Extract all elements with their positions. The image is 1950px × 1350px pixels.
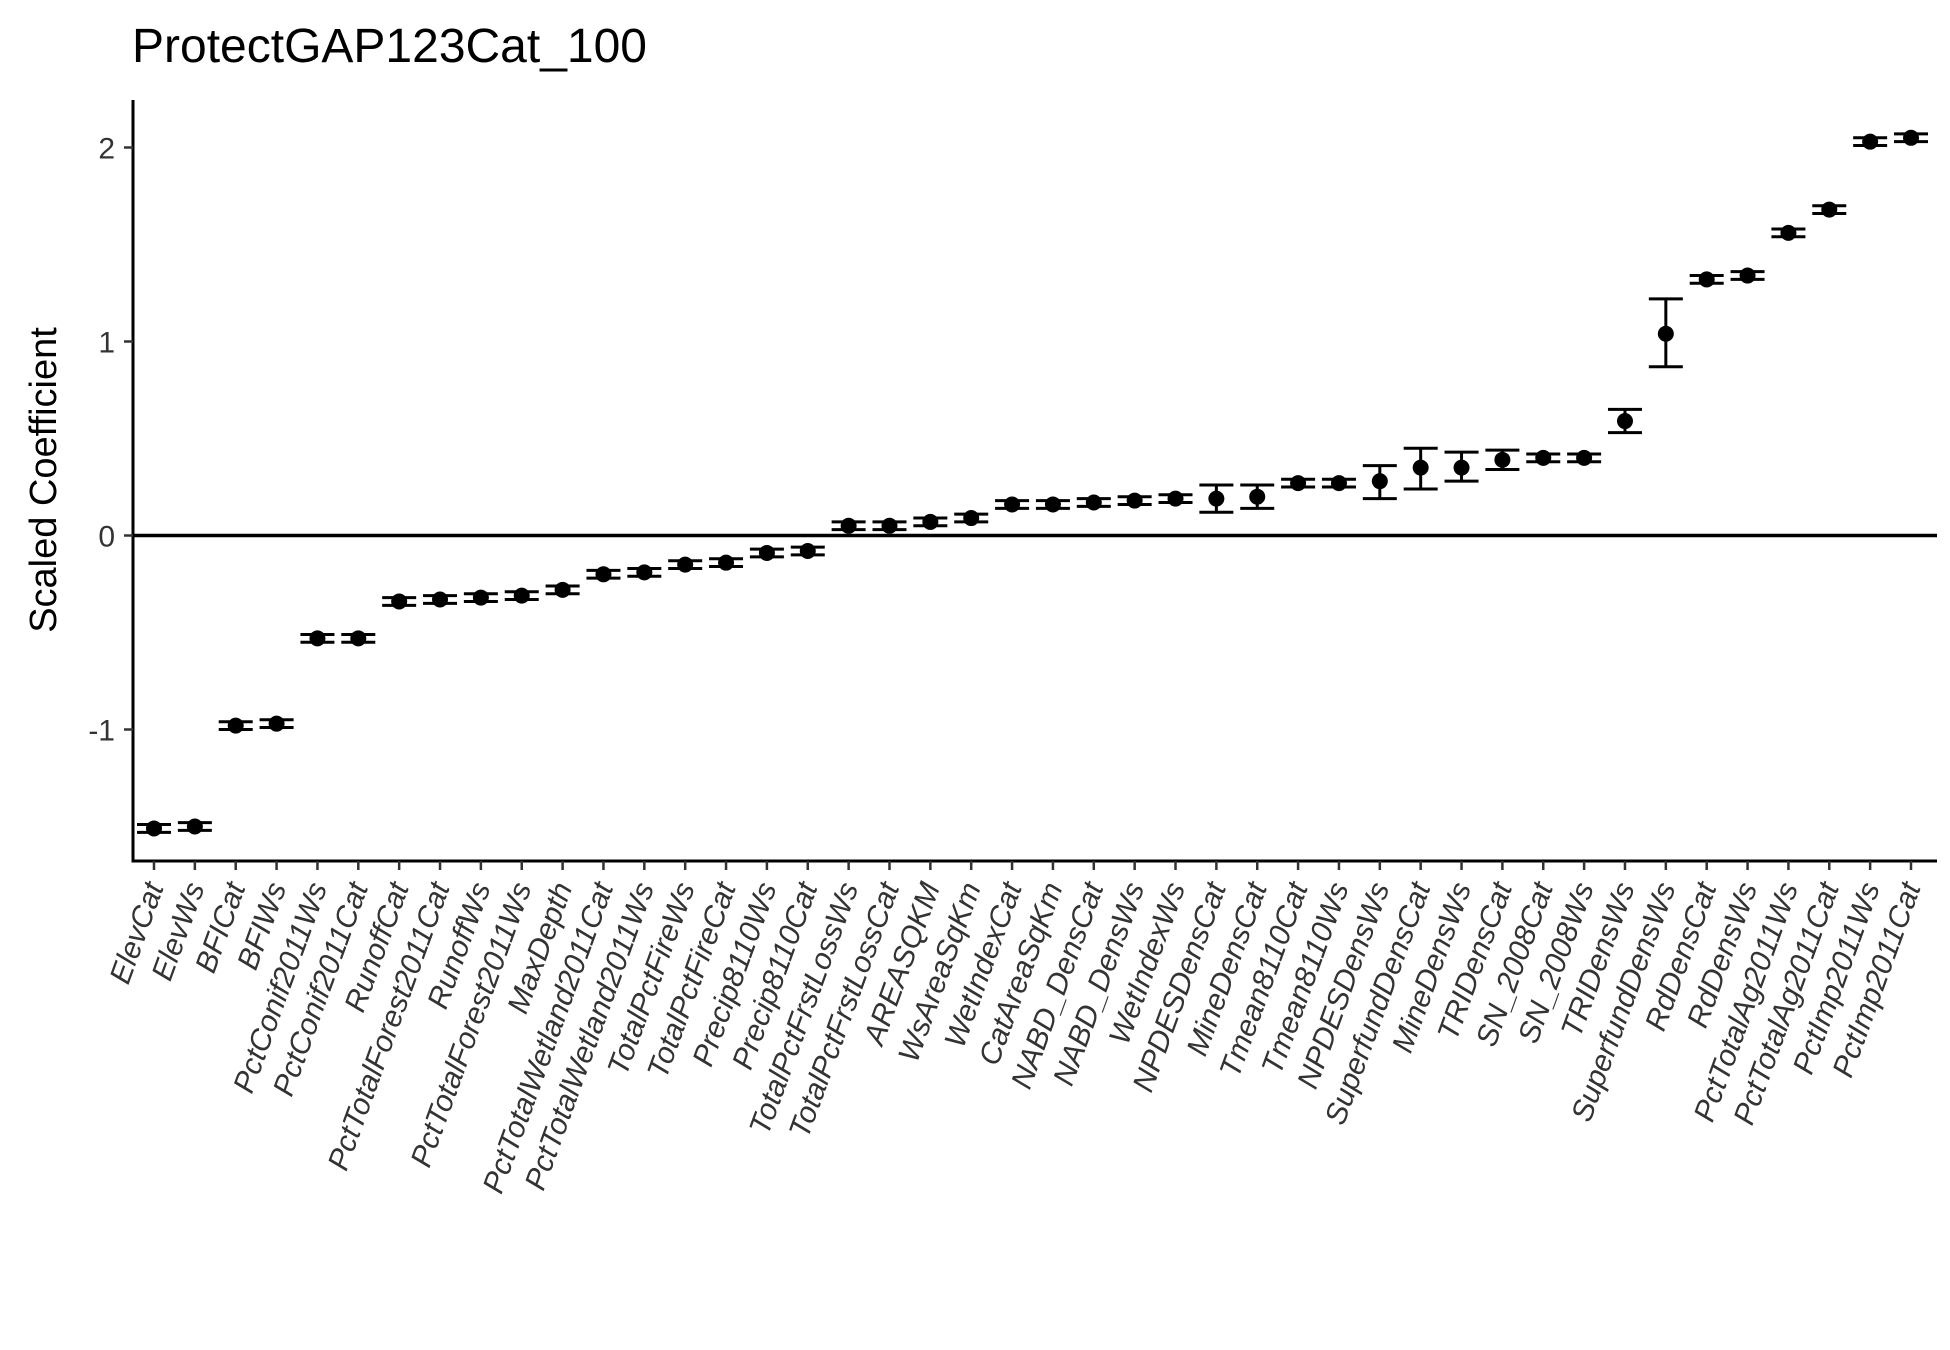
data-point xyxy=(1330,475,1347,492)
data-point xyxy=(1576,449,1593,466)
data-point xyxy=(1821,201,1838,218)
data-point xyxy=(881,517,898,534)
data-point xyxy=(1780,224,1797,241)
data-point xyxy=(472,589,489,606)
data-point xyxy=(758,544,775,561)
data-point xyxy=(718,554,735,571)
y-tick-label: 2 xyxy=(98,133,115,166)
data-point xyxy=(963,510,980,527)
data-point xyxy=(1208,490,1225,507)
data-point xyxy=(677,556,694,573)
data-point xyxy=(146,820,162,837)
data-point xyxy=(513,587,530,604)
data-point xyxy=(1616,413,1633,430)
data-point xyxy=(1412,459,1429,476)
data-point xyxy=(186,818,203,835)
data-point xyxy=(922,513,939,530)
data-point xyxy=(1044,496,1061,513)
data-point xyxy=(1126,492,1143,509)
data-point xyxy=(1903,129,1919,146)
data-point xyxy=(1657,325,1674,342)
data-point xyxy=(1371,473,1388,490)
data-point xyxy=(227,717,244,734)
data-point xyxy=(1494,451,1511,468)
data-point xyxy=(1167,490,1184,507)
data-point xyxy=(840,517,857,534)
data-point xyxy=(799,543,816,560)
data-point xyxy=(1698,271,1715,288)
y-tick-label: 1 xyxy=(98,327,115,360)
y-axis-title: Scaled Coefficient xyxy=(23,327,65,633)
data-point xyxy=(1862,133,1879,150)
data-point xyxy=(432,591,449,608)
data-point xyxy=(309,630,326,647)
data-point xyxy=(268,715,285,732)
data-point xyxy=(554,581,571,598)
data-point xyxy=(1739,267,1756,284)
data-point xyxy=(595,566,612,583)
data-point xyxy=(391,593,408,610)
chart-title: ProtectGAP123Cat_100 xyxy=(132,20,647,73)
data-point xyxy=(1290,475,1307,492)
data-point xyxy=(1453,459,1470,476)
plot-area: -1012ElevCatElevWsBFICatBFIWsPctConif201… xyxy=(88,100,1937,1198)
data-point xyxy=(1004,496,1021,513)
y-tick-label: -1 xyxy=(88,715,115,748)
data-point xyxy=(350,630,367,647)
data-point xyxy=(1535,449,1552,466)
data-point xyxy=(1085,494,1102,511)
y-tick-label: 0 xyxy=(98,521,115,554)
data-point xyxy=(636,564,653,581)
data-point xyxy=(1249,488,1266,505)
